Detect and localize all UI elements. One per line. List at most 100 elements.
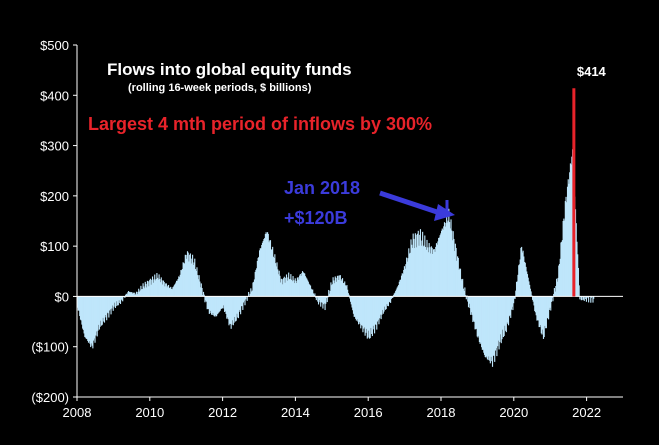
flow-bar [529,288,531,297]
flow-bar [323,296,325,305]
flow-bar [312,293,314,297]
flow-bar [219,296,221,311]
x-tick-label: 2016 [354,405,383,420]
flow-bar [356,296,358,320]
peak-highlight: $414 [572,64,607,297]
flow-bar [282,284,284,297]
flow-bar [545,296,547,329]
flow-bar [382,296,384,310]
flow-bar [363,296,365,329]
flow-bar [578,285,580,297]
flow-bar [154,274,156,297]
flow-bar [162,280,165,297]
flow-bar [576,241,578,297]
flow-bar [226,296,229,318]
flow-bar [473,296,475,322]
y-tick-label: ($100) [31,340,69,355]
flow-bar [191,258,193,297]
flow-bar [548,296,550,310]
flow-bar [142,283,144,297]
flow-bar [406,261,408,297]
flow-bar [244,296,246,306]
flow-bar [152,282,154,297]
flow-bar [337,275,339,297]
flow-bar [207,296,209,309]
flow-bar [390,296,392,303]
flow-bar [370,296,372,328]
flow-bar [518,265,520,297]
flow-bar [261,244,263,297]
flow-bar [593,296,595,299]
flow-bar [440,233,442,297]
flow-bar [222,296,224,306]
flow-bar [387,296,389,307]
flow-bar [507,296,509,324]
flow-bar [449,228,451,297]
flow-bar [296,283,298,297]
flow-bar [250,288,252,297]
flow-bar [556,278,558,297]
flow-bar [165,283,167,297]
y-tick-label: $200 [40,189,69,204]
flow-bar [409,252,411,297]
flow-bar [429,247,431,297]
flow-bar [96,296,98,337]
flow-bar [459,268,462,297]
axes [73,44,623,401]
flow-bar [509,296,511,316]
flow-bar [202,291,205,297]
flow-bar [421,240,423,297]
flow-bar [492,296,494,356]
flow-bar [515,290,517,297]
flow-bar [471,296,473,315]
flow-bar [553,288,555,297]
flow-bar [336,281,338,297]
flow-bar [263,239,265,297]
flow-bar [466,295,468,297]
flow-bar [101,296,103,326]
flow-bar [299,275,301,297]
flow-bar [146,287,148,297]
flow-bar [117,296,119,306]
flow-bar [513,296,515,304]
flow-bar [85,296,87,339]
flow-bar [488,296,490,357]
x-tick-label: 2014 [281,405,310,420]
flow-bar [365,296,367,333]
flow-bar [451,230,453,297]
flow-bar [565,196,567,297]
y-tick-label: $500 [40,38,69,53]
flow-bar [289,278,291,297]
flow-bar [411,244,413,297]
flow-bar [585,296,587,300]
flow-bar [172,287,174,297]
peak-label: $414 [577,64,607,79]
flow-bar [196,267,198,297]
flow-bar [136,294,138,297]
flow-bar [520,247,522,297]
flow-bar [322,296,324,309]
flow-bar [97,296,99,331]
flow-bar [502,296,505,338]
flow-bar [469,296,471,309]
flow-bar [408,253,411,297]
flow-bar [259,248,261,297]
flow-bar [127,291,130,297]
flow-bar [184,263,186,297]
flow-bar [77,296,79,308]
flow-bar [582,296,585,300]
flow-bar [328,289,330,297]
flow-bar [255,269,257,297]
flow-bar [566,186,569,297]
flow-bar [424,246,427,297]
flow-bar [190,263,192,297]
flow-bar [285,274,288,297]
flow-bar [167,285,169,297]
flow-bar [148,286,150,297]
flow-bar [532,296,534,300]
flow-bar [86,296,88,340]
flow-bar [171,289,173,297]
flow-bar [468,296,470,304]
flow-bar [536,296,538,321]
flow-bar [311,289,313,297]
